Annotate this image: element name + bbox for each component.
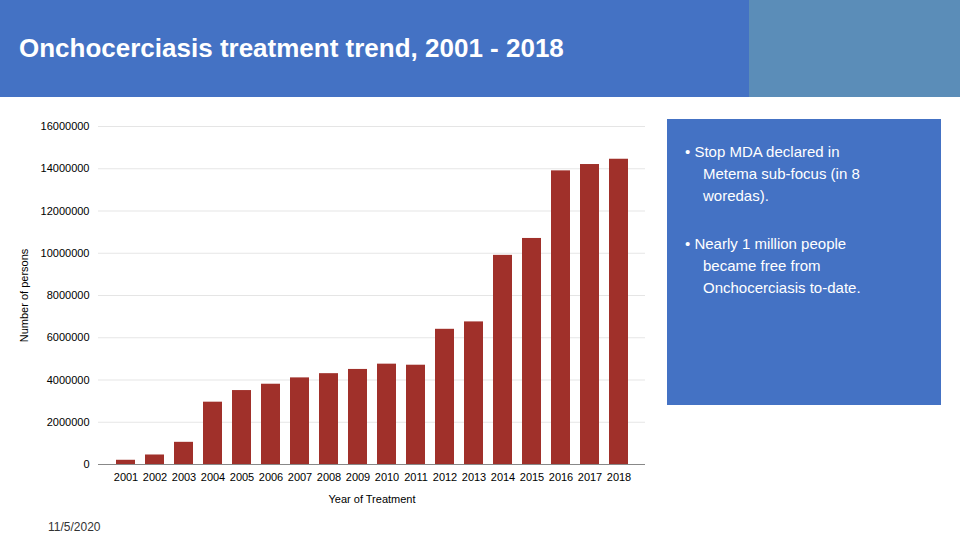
html-text:11/5/2020: 11/5/2020 xyxy=(48,520,101,534)
svg-text:2014: 2014 xyxy=(491,471,515,483)
html-text:became free from: became free from xyxy=(703,257,821,274)
html-text:• Stop MDA declared in: • Stop MDA declared in xyxy=(685,143,840,160)
svg-text:2000000: 2000000 xyxy=(47,416,90,428)
svg-text:2003: 2003 xyxy=(172,471,196,483)
svg-text:2004: 2004 xyxy=(201,471,225,483)
svg-text:2011: 2011 xyxy=(404,471,428,483)
svg-text:2001: 2001 xyxy=(114,471,138,483)
svg-text:2005: 2005 xyxy=(230,471,254,483)
svg-text:2018: 2018 xyxy=(607,471,631,483)
svg-text:0: 0 xyxy=(83,458,89,470)
svg-text:2006: 2006 xyxy=(259,471,283,483)
svg-text:2007: 2007 xyxy=(288,471,312,483)
svg-text:2012: 2012 xyxy=(433,471,457,483)
svg-text:2017: 2017 xyxy=(578,471,602,483)
svg-text:2009: 2009 xyxy=(346,471,370,483)
html-text:Metema sub-focus (in 8: Metema sub-focus (in 8 xyxy=(703,165,860,182)
svg-text:10000000: 10000000 xyxy=(41,247,90,259)
svg-text:Year of Treatment: Year of Treatment xyxy=(328,493,415,505)
svg-text:8000000: 8000000 xyxy=(47,289,90,301)
svg-text:2008: 2008 xyxy=(317,471,341,483)
html-text:Onchocerciasis to-date.: Onchocerciasis to-date. xyxy=(703,279,861,296)
html-text:woredas).: woredas). xyxy=(703,187,769,204)
svg-text:2013: 2013 xyxy=(462,471,486,483)
svg-text:6000000: 6000000 xyxy=(47,331,90,343)
svg-text:14000000: 14000000 xyxy=(41,162,90,174)
svg-text:2002: 2002 xyxy=(143,471,167,483)
svg-text:2010: 2010 xyxy=(375,471,399,483)
html-text:Onchocerciasis treatment trend: Onchocerciasis treatment trend, 2001 - 2… xyxy=(19,33,564,63)
svg-text:2016: 2016 xyxy=(549,471,573,483)
svg-text:2015: 2015 xyxy=(520,471,544,483)
svg-text:4000000: 4000000 xyxy=(47,374,90,386)
svg-text:Number of persons: Number of persons xyxy=(18,248,30,342)
svg-text:12000000: 12000000 xyxy=(41,205,90,217)
html-text:• Nearly 1 million people: • Nearly 1 million people xyxy=(685,235,847,252)
svg-text:16000000: 16000000 xyxy=(41,120,90,132)
